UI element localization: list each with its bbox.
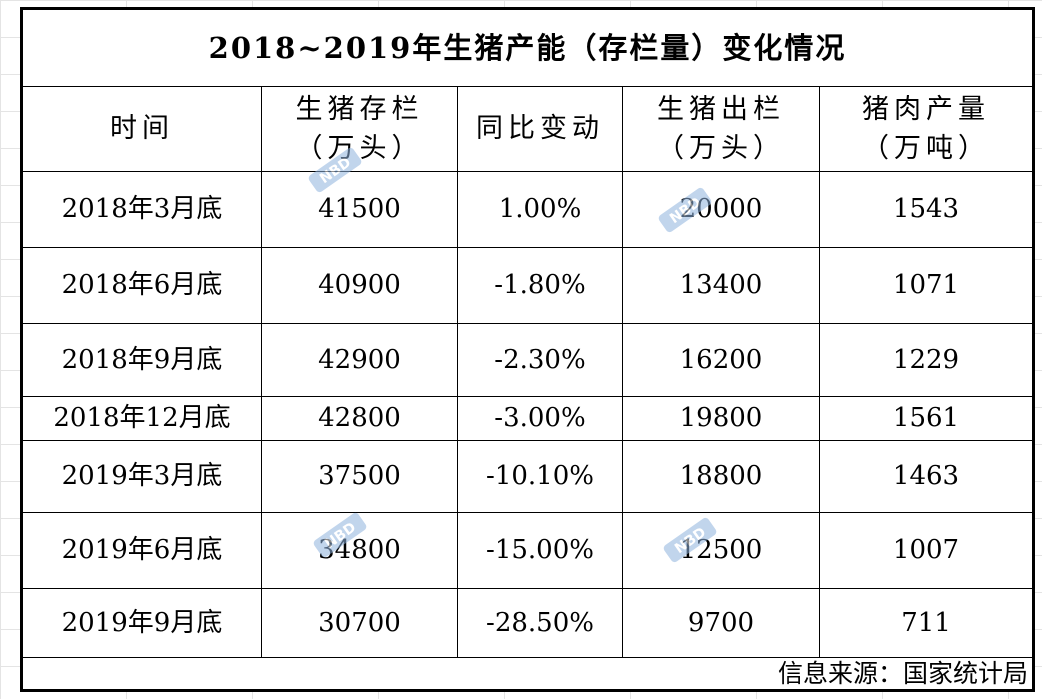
- header-slaughter-label: 生猪出栏: [657, 93, 785, 125]
- header-time-label: 时间: [110, 113, 174, 145]
- header-yoy-change: 同比变动: [457, 86, 623, 172]
- cell-inventory: 37500: [261, 440, 458, 513]
- header-inventory-label: 生猪存栏: [295, 93, 424, 125]
- cell-slaughter: 16200: [622, 323, 820, 397]
- cell-inventory: 42900: [261, 323, 458, 397]
- cell-period: 2019年9月底: [20, 588, 262, 658]
- cell-pork: 1543: [818, 171, 1036, 248]
- header-pork-label: 猪肉产量: [862, 93, 991, 125]
- table-row: 2018年12月底 42800 -3.00% 19800 1561: [20, 396, 1036, 441]
- header-inventory: 生猪存栏 （万头）: [261, 86, 458, 172]
- header-inventory-unit: （万头）: [295, 133, 424, 164]
- cell-pork: 1229: [818, 323, 1036, 397]
- cell-slaughter: 18800: [622, 440, 820, 513]
- header-row: 时间 生猪存栏 （万头） 同比变动 生猪出栏 （万头） 猪肉产量 （万吨）: [20, 86, 1036, 172]
- table-row: 2018年9月底 42900 -2.30% 16200 1229: [20, 323, 1036, 397]
- source-row: 信息来源：国家统计局: [19, 656, 1036, 693]
- cell-period: 2018年9月底: [20, 323, 262, 397]
- cell-inventory: 42800: [261, 396, 458, 441]
- cell-inventory: 30700: [261, 588, 458, 658]
- cell-period: 2018年6月底: [20, 247, 262, 324]
- table-row: 2019年6月底 34800 -15.00% 12500 1007: [20, 512, 1036, 589]
- data-sheet: 2018~2019年生猪产能（存栏量）变化情况 时间 生猪存栏 （万头） 同比变…: [19, 7, 1036, 693]
- cell-period: 2018年12月底: [20, 396, 262, 441]
- cell-yoy: -2.30%: [457, 323, 623, 397]
- cell-pork: 1007: [818, 512, 1036, 589]
- cell-period: 2018年3月底: [20, 171, 262, 248]
- cell-pork: 711: [818, 588, 1036, 658]
- cell-yoy: 1.00%: [457, 171, 623, 248]
- cell-yoy: -3.00%: [457, 396, 623, 441]
- pig-capacity-table: 2018~2019年生猪产能（存栏量）变化情况 时间 生猪存栏 （万头） 同比变…: [19, 7, 1036, 693]
- cell-inventory: 40900: [261, 247, 458, 324]
- cell-yoy: -15.00%: [457, 512, 623, 589]
- source-note: 信息来源：国家统计局: [19, 656, 1036, 693]
- cell-pork: 1071: [818, 247, 1036, 324]
- table-title: 2018~2019年生猪产能（存栏量）变化情况: [19, 7, 1036, 87]
- cell-inventory: 34800: [261, 512, 458, 589]
- table-row: 2019年3月底 37500 -10.10% 18800 1463: [20, 440, 1036, 513]
- header-time: 时间: [20, 86, 262, 172]
- table-row: 2018年3月底 41500 1.00% 20000 1543: [20, 171, 1036, 248]
- cell-yoy: -1.80%: [457, 247, 623, 324]
- cell-yoy: -10.10%: [457, 440, 623, 513]
- cell-slaughter: 12500: [622, 512, 820, 589]
- cell-inventory: 41500: [261, 171, 458, 248]
- table-row: 2018年6月底 40900 -1.80% 13400 1071: [20, 247, 1036, 324]
- header-pork-output: 猪肉产量 （万吨）: [818, 86, 1036, 172]
- cell-slaughter: 13400: [622, 247, 820, 324]
- cell-slaughter: 20000: [622, 171, 820, 248]
- header-slaughter-unit: （万头）: [657, 133, 785, 164]
- cell-slaughter: 9700: [622, 588, 820, 658]
- header-pork-unit: （万吨）: [862, 133, 991, 164]
- header-slaughter: 生猪出栏 （万头）: [622, 86, 820, 172]
- title-row: 2018~2019年生猪产能（存栏量）变化情况: [19, 7, 1036, 87]
- cell-pork: 1463: [818, 440, 1036, 513]
- cell-yoy: -28.50%: [457, 588, 623, 658]
- table-row: 2019年9月底 30700 -28.50% 9700 711: [20, 588, 1036, 658]
- cell-pork: 1561: [818, 396, 1036, 441]
- cell-period: 2019年6月底: [20, 512, 262, 589]
- header-yoy-label: 同比变动: [476, 113, 604, 145]
- cell-period: 2019年3月底: [20, 440, 262, 513]
- cell-slaughter: 19800: [622, 396, 820, 441]
